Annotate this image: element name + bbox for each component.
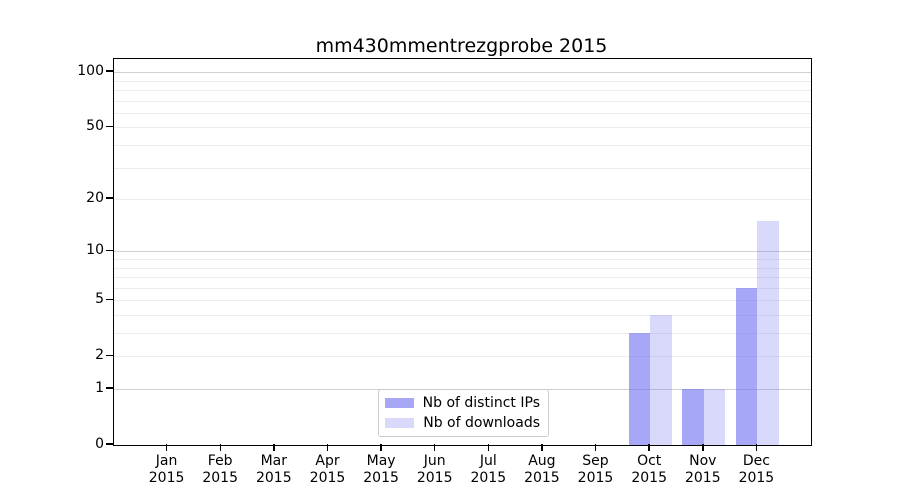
gridline-minor xyxy=(114,277,811,278)
gridline-minor xyxy=(114,199,811,201)
legend: Nb of distinct IPs Nb of downloads xyxy=(378,389,549,437)
x-tick-label: Sep 2015 xyxy=(577,453,614,486)
y-tick-mark xyxy=(106,354,113,356)
legend-label-distinct-ips: Nb of distinct IPs xyxy=(422,395,540,411)
x-tick-mark xyxy=(541,444,543,451)
y-tick-mark xyxy=(106,387,113,389)
gridline-minor xyxy=(114,80,811,82)
x-tick-label: Jan 2015 xyxy=(148,453,185,486)
x-tick-mark xyxy=(273,444,275,451)
x-tick-label: May 2015 xyxy=(363,453,399,486)
x-tick-label: Feb 2015 xyxy=(202,453,238,486)
x-tick-mark xyxy=(165,444,168,451)
y-tick-mark xyxy=(106,443,113,445)
x-tick-label: Nov 2015 xyxy=(684,453,721,486)
gridline-minor xyxy=(114,112,811,114)
y-tick-mark xyxy=(106,197,113,199)
gridline-minor xyxy=(114,315,811,316)
legend-swatch-distinct-ips-icon xyxy=(384,398,414,408)
x-tick-label: Jun 2015 xyxy=(416,453,453,486)
y-tick-mark xyxy=(106,249,113,252)
x-tick-mark xyxy=(433,444,436,451)
plot-area xyxy=(113,58,812,446)
legend-label-downloads: Nb of downloads xyxy=(423,415,540,431)
gridline-major xyxy=(114,251,811,253)
y-tick-label: 2 xyxy=(95,347,104,364)
legend-entry-distinct-ips: Nb of distinct IPs xyxy=(384,395,540,412)
bar-nb-of-distinct-ips xyxy=(628,333,651,445)
y-tick-label: 10 xyxy=(86,242,104,259)
y-tick-mark xyxy=(106,70,113,72)
x-tick-mark xyxy=(487,444,490,451)
gridline-minor xyxy=(114,287,811,289)
gridline-minor xyxy=(114,127,811,129)
x-tick-mark xyxy=(219,444,221,451)
gridline-minor xyxy=(114,267,811,269)
bar-nb-of-distinct-ips xyxy=(682,389,704,445)
x-tick-label: Dec 2015 xyxy=(738,453,775,486)
y-tick-label: 5 xyxy=(95,291,104,308)
gridline-minor xyxy=(114,167,811,169)
y-tick-label: 50 xyxy=(86,118,104,135)
x-tick-label: Jul 2015 xyxy=(470,453,507,486)
y-tick-mark xyxy=(106,298,113,300)
chart-title: mm430mmentrezgprobe 2015 xyxy=(315,35,608,57)
gridline-major xyxy=(114,72,811,74)
y-tick-mark xyxy=(106,125,113,128)
x-tick-label: Mar 2015 xyxy=(255,453,292,486)
x-tick-label: Aug 2015 xyxy=(524,453,560,486)
gridline-minor xyxy=(114,145,811,146)
bar-nb-of-distinct-ips xyxy=(736,287,758,445)
gridline-minor xyxy=(114,259,811,260)
legend-entry-downloads: Nb of downloads xyxy=(385,415,540,432)
gridline-minor xyxy=(114,100,811,102)
y-tick-label: 100 xyxy=(77,63,104,80)
legend-swatch-downloads-icon xyxy=(385,418,414,428)
x-tick-mark xyxy=(648,444,650,451)
bar-nb-of-downloads xyxy=(703,389,726,445)
gridline-minor xyxy=(114,90,811,91)
x-tick-label: Apr 2015 xyxy=(309,453,346,486)
gridline-minor xyxy=(114,333,811,334)
y-tick-label: 1 xyxy=(95,380,104,396)
x-tick-mark xyxy=(702,444,704,451)
x-tick-mark xyxy=(755,444,758,451)
bar-nb-of-downloads xyxy=(650,315,672,445)
x-tick-mark xyxy=(594,444,597,451)
y-tick-label: 20 xyxy=(86,190,104,207)
x-tick-label: Oct 2015 xyxy=(631,453,667,486)
gridline-minor xyxy=(114,356,811,358)
y-tick-label: 0 xyxy=(95,436,104,452)
x-tick-mark xyxy=(326,444,329,451)
bar-nb-of-downloads xyxy=(757,221,779,445)
x-tick-mark xyxy=(380,444,382,451)
gridline-minor xyxy=(114,300,811,302)
